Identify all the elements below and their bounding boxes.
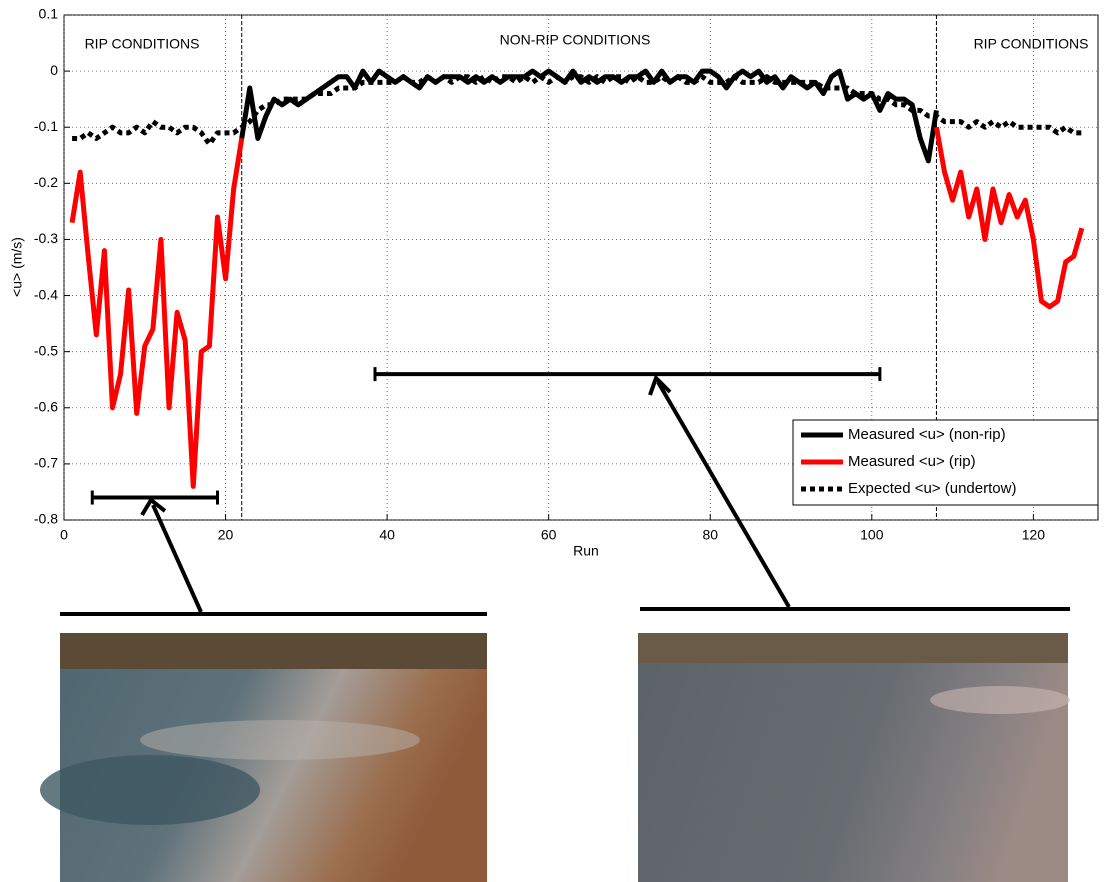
annotation: RIP CONDITIONS (974, 36, 1089, 52)
arrows (60, 374, 1070, 616)
x-tick-label: 60 (541, 527, 557, 543)
x-tick-label: 100 (860, 527, 884, 543)
foam (930, 686, 1070, 714)
y-tick-label: -0.8 (34, 511, 58, 527)
legend: Measured <u> (non-rip) Measured <u> (rip)… (792, 419, 1099, 506)
foam (140, 720, 420, 760)
y-tick-label: -0.2 (34, 174, 58, 190)
cliff (638, 633, 1068, 663)
series-line (239, 68, 939, 164)
y-tick-label: -0.7 (34, 455, 58, 471)
y-tick-label: 0.1 (39, 6, 59, 22)
series-line (69, 138, 245, 489)
arrow-head (140, 497, 167, 517)
y-tick-label: 0 (50, 62, 58, 78)
photos (40, 633, 1070, 882)
x-tick-label: 40 (379, 527, 395, 543)
y-tick-label: -0.5 (34, 342, 58, 358)
legend-label: Measured <u> (rip) (848, 453, 976, 470)
x-tick-label: 20 (218, 527, 234, 543)
rip-channel (40, 755, 260, 825)
y-tick-label: -0.3 (34, 230, 58, 246)
y-tick-label: -0.1 (34, 118, 58, 134)
arrow-head (648, 374, 672, 396)
x-axis-label: Run (573, 543, 599, 559)
annotation: NON-RIP CONDITIONS (500, 32, 651, 48)
y-tick-label: -0.6 (34, 398, 58, 414)
arrow (656, 380, 791, 609)
photo-non-rip (638, 633, 1068, 882)
legend-label: Expected <u> (undertow) (848, 480, 1016, 497)
x-tick-label: 0 (60, 527, 68, 543)
x-tick-label: 80 (702, 527, 718, 543)
legend-box (792, 419, 1099, 506)
y-axis-label: <u> (m/s) (9, 237, 25, 297)
x-tick-label: 120 (1022, 527, 1046, 543)
cliff (60, 633, 487, 669)
annotation: RIP CONDITIONS (85, 36, 200, 52)
legend-label: Measured <u> (non-rip) (848, 426, 1006, 443)
arrow (151, 504, 203, 613)
y-tick-label: -0.4 (34, 286, 58, 302)
series-line (933, 126, 1085, 310)
